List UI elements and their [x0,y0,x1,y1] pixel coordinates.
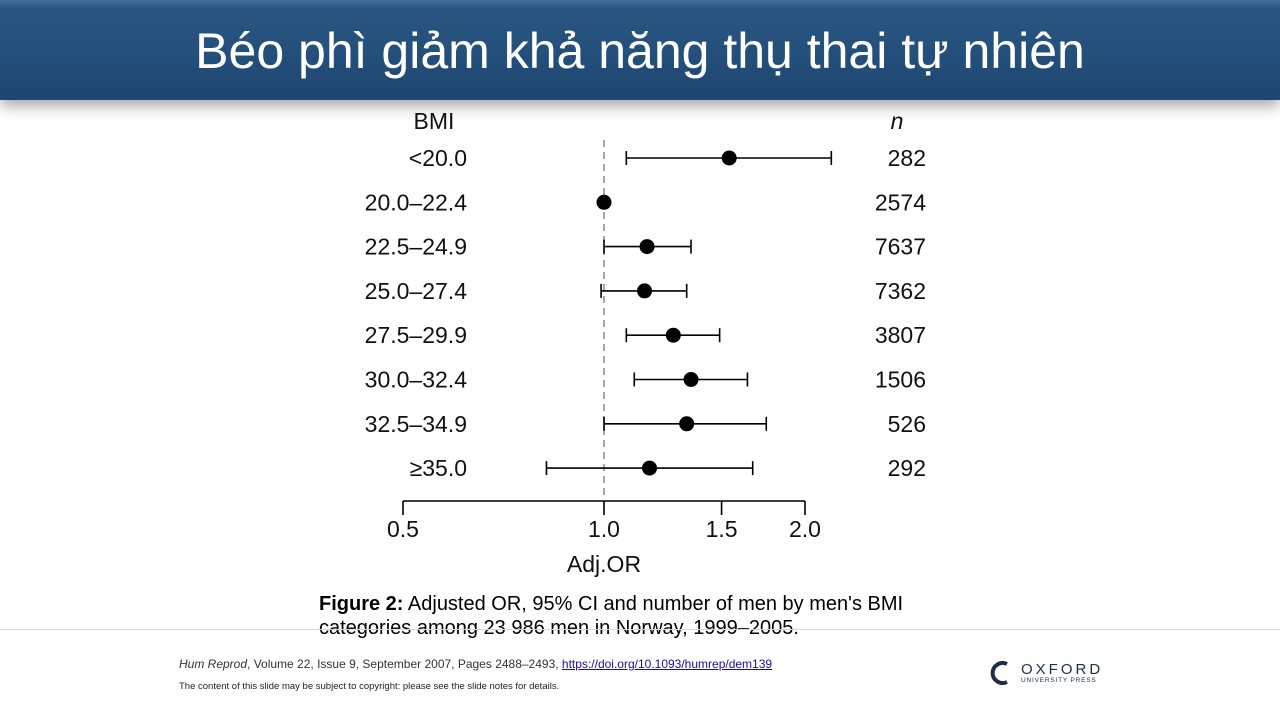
or-point [679,416,695,432]
row-header: BMI [414,108,455,134]
or-point [637,283,653,299]
x-tick-label: 1.5 [706,516,738,542]
x-tick-label: 2.0 [789,516,821,542]
logo-name: OXFORD [1021,661,1104,678]
row-n: 7362 [875,278,926,304]
row-label: 25.0–27.4 [365,278,468,304]
n-header: n [891,108,904,134]
x-tick-label: 1.0 [588,516,620,542]
row-n: 1506 [875,367,926,393]
footer-divider [0,629,1280,630]
or-point [639,239,655,255]
or-point [683,372,699,387]
row-label: 27.5–29.9 [365,322,467,348]
slide-title: Béo phì giảm khả năng thụ thai tự nhiên [195,23,1085,79]
x-axis-label: Adj.OR [567,551,641,577]
citation-details: , Volume 22, Issue 9, September 2007, Pa… [247,657,562,671]
row-n: 3807 [875,322,926,348]
or-point [642,460,658,476]
copyright-notice: The content of this slide may be subject… [179,681,560,692]
or-point [596,194,612,210]
row-n: 292 [888,455,926,481]
citation: Hum Reprod, Volume 22, Issue 9, Septembe… [179,657,772,671]
oxford-logo: OXFORD UNIVERSITY PRESS [989,660,1103,686]
or-point [721,150,737,166]
row-n: 526 [888,411,926,437]
row-label: <20.0 [409,145,467,171]
title-bar: Béo phì giảm khả năng thụ thai tự nhiên [0,0,1280,100]
caption-text: Adjusted OR, 95% CI and number of men by… [319,593,904,639]
citation-journal: Hum Reprod [179,657,248,671]
row-label: 22.5–24.9 [365,234,467,260]
row-label: 20.0–22.4 [365,189,468,215]
doi-link[interactable]: https://doi.org/10.1093/humrep/dem139 [561,657,773,671]
caption-label: Figure 2: [319,593,404,615]
forest-plot: BMI n <20.0 282 20.0–22.4 2574 22.5–24.9 7637 25… [365,108,927,577]
row-n: 282 [888,145,926,171]
row-n: 7637 [875,234,926,260]
row-label: 32.5–34.9 [365,411,467,437]
row-label: 30.0–32.4 [365,367,468,393]
x-tick-label: 0.5 [387,516,419,542]
row-label: ≥35.0 [410,455,467,481]
figure-caption: Figure 2: Adjusted OR, 95% CI and number… [319,592,959,640]
row-n: 2574 [875,189,926,215]
logo-sub: UNIVERSITY PRESS [1021,677,1097,684]
or-point [665,327,681,343]
oxford-emblem-icon [990,661,1008,685]
